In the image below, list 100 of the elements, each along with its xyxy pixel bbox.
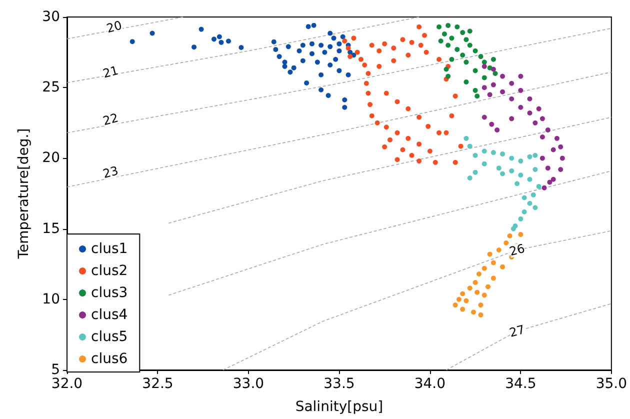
- point: [545, 127, 550, 132]
- point: [510, 226, 516, 232]
- point: [464, 60, 469, 65]
- point: [532, 120, 538, 126]
- point: [432, 160, 438, 165]
- point: [467, 286, 472, 291]
- point: [388, 137, 393, 142]
- point: [306, 24, 311, 30]
- point: [527, 200, 532, 206]
- point: [518, 158, 524, 164]
- point: [490, 150, 496, 156]
- point: [273, 46, 278, 52]
- point: [366, 90, 371, 96]
- point: [276, 54, 282, 60]
- point: [482, 114, 487, 120]
- point: [333, 56, 338, 62]
- point: [346, 72, 351, 78]
- point: [331, 36, 336, 41]
- legend-label: clus4: [91, 307, 128, 323]
- point: [478, 312, 484, 318]
- point: [550, 147, 556, 152]
- point: [482, 64, 487, 69]
- point: [540, 134, 545, 140]
- point: [527, 96, 532, 102]
- point: [318, 72, 324, 78]
- point: [376, 64, 382, 69]
- point: [560, 156, 565, 161]
- point: [509, 156, 514, 161]
- point: [532, 166, 538, 172]
- point: [362, 62, 368, 68]
- point: [482, 75, 487, 80]
- point: [409, 40, 414, 45]
- point: [286, 44, 291, 50]
- point: [514, 181, 520, 186]
- point: [464, 37, 469, 42]
- point: [446, 74, 451, 79]
- legend-label: clus2: [91, 263, 128, 279]
- point: [449, 113, 454, 118]
- point: [130, 39, 135, 44]
- point: [400, 37, 406, 42]
- x-axis-title: Salinity[psu]: [295, 399, 384, 415]
- point: [342, 38, 348, 44]
- point: [518, 172, 524, 178]
- point: [384, 124, 389, 130]
- legend-label: clus5: [91, 329, 128, 345]
- point: [460, 52, 466, 58]
- point: [464, 79, 469, 84]
- point: [449, 36, 454, 41]
- point: [438, 38, 444, 44]
- point: [422, 32, 427, 38]
- point: [391, 58, 396, 64]
- point: [452, 160, 458, 165]
- point: [358, 56, 364, 62]
- point: [507, 233, 512, 238]
- point: [322, 50, 328, 55]
- y-tick-label: 25: [42, 80, 60, 96]
- point: [496, 247, 502, 252]
- point: [291, 65, 296, 70]
- point: [282, 60, 288, 65]
- point: [418, 42, 424, 48]
- point: [364, 80, 369, 86]
- point: [500, 151, 506, 156]
- point: [326, 93, 331, 98]
- point: [509, 168, 514, 174]
- point: [472, 152, 478, 158]
- point: [328, 62, 333, 68]
- point: [545, 166, 550, 171]
- point: [318, 87, 324, 92]
- point: [296, 48, 302, 54]
- annotation: 23: [101, 164, 120, 182]
- point: [504, 240, 509, 246]
- point: [446, 22, 451, 28]
- point: [540, 156, 545, 161]
- point: [424, 50, 429, 55]
- point: [382, 41, 388, 46]
- point: [271, 39, 276, 44]
- point: [460, 30, 466, 36]
- y-tick-label: 5: [51, 362, 60, 378]
- point: [487, 92, 492, 98]
- point: [482, 161, 487, 166]
- point: [494, 127, 500, 132]
- point: [300, 42, 306, 48]
- point: [496, 166, 502, 171]
- point: [446, 42, 451, 48]
- point: [558, 144, 564, 150]
- point: [518, 216, 524, 222]
- x-tick-label: 32.5: [142, 376, 174, 392]
- point: [527, 154, 532, 160]
- point: [518, 232, 524, 237]
- point: [500, 171, 506, 176]
- point: [328, 30, 333, 36]
- point: [478, 302, 484, 308]
- point: [509, 80, 514, 86]
- point: [490, 66, 496, 72]
- point: [472, 280, 478, 285]
- point: [558, 166, 564, 172]
- x-tick-label: 33.0: [232, 376, 264, 392]
- point: [487, 252, 492, 257]
- point: [476, 271, 482, 276]
- point: [500, 74, 506, 79]
